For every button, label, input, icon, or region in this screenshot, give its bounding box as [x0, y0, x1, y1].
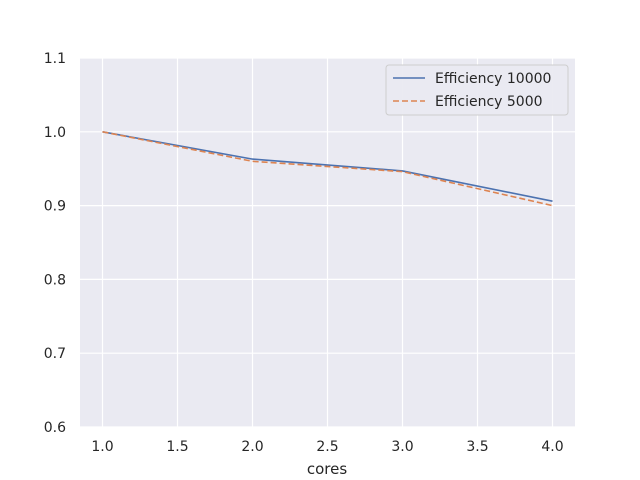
- legend-label-efficiency-10000: Efficiency 10000: [435, 71, 551, 87]
- x-tick-label: 1.5: [166, 439, 188, 455]
- series-lines: [102, 131, 553, 207]
- y-tick-label: 0.7: [44, 346, 66, 362]
- y-tick-label: 1.1: [44, 51, 66, 67]
- legend-box: [385, 64, 569, 116]
- tick-labels: 1.0 1.5 2.0 2.5 3.0 3.5 4.0 0.6 0.7 0.8 0.9 1.0 1.1: [44, 51, 564, 455]
- x-tick-label: 1.0: [91, 439, 113, 455]
- legend-label-efficiency-5000: Efficiency 5000: [435, 94, 543, 110]
- y-tick-label: 0.6: [44, 420, 66, 436]
- x-tick-label: 3.0: [391, 439, 413, 455]
- x-tick-label: 3.5: [466, 439, 488, 455]
- grid: [80, 57, 575, 428]
- x-tick-label: 2.5: [316, 439, 338, 455]
- series-line-efficiency-10000: [102, 131, 553, 202]
- x-tick-label: 2.0: [241, 439, 263, 455]
- series-line-efficiency-5000: [102, 131, 553, 207]
- y-tick-label: 0.8: [44, 272, 66, 288]
- legend: Efficiency 10000 Efficiency 5000: [385, 64, 569, 116]
- y-tick-label: 0.9: [44, 199, 66, 215]
- y-tick-label: 1.0: [44, 125, 66, 141]
- x-axis-label: cores: [307, 460, 347, 478]
- x-tick-label: 4.0: [541, 439, 563, 455]
